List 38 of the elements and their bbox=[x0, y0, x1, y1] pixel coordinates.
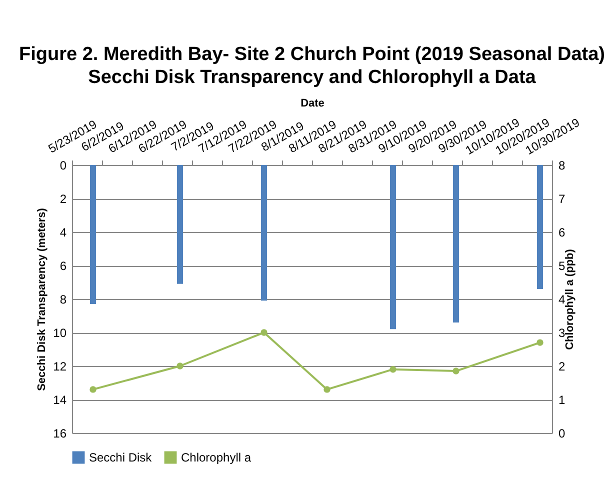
point bbox=[536, 339, 544, 346]
bar bbox=[261, 165, 267, 301]
y2-tick-label: 8 bbox=[558, 158, 566, 172]
bar bbox=[177, 165, 183, 284]
chart-title: Figure 2. Meredith Bay- Site 2 Church Point (2019 Seasonal Data) bbox=[19, 44, 605, 65]
y2-tick-label: 7 bbox=[558, 192, 566, 206]
y2-tick-label: 1 bbox=[558, 393, 566, 407]
point bbox=[90, 386, 96, 393]
y2-tick-label: 3 bbox=[558, 326, 566, 340]
y2-tick-label: 0 bbox=[558, 426, 566, 440]
y-tick-label: 16 bbox=[53, 426, 67, 440]
point bbox=[452, 368, 460, 374]
bar bbox=[537, 165, 543, 289]
bar bbox=[90, 165, 96, 304]
bar bbox=[453, 165, 459, 322]
chart-subtitle: Secchi Disk Transparency and Chlorophyll a Data bbox=[88, 66, 536, 88]
y2-tick-label: 4 bbox=[558, 292, 566, 306]
x-axis-title: Date bbox=[300, 97, 324, 110]
bar bbox=[390, 165, 396, 330]
point bbox=[324, 386, 330, 393]
legend-label: Secchi Disk bbox=[89, 450, 153, 465]
point bbox=[176, 362, 184, 370]
y-tick-label: 12 bbox=[53, 360, 67, 374]
y2-tick-label: 2 bbox=[558, 360, 566, 374]
legend-label: Chlorophyll a bbox=[181, 450, 252, 465]
y-axis-title: Secchi Disk Transparency (meters) bbox=[36, 208, 48, 391]
y2-tick-label: 5 bbox=[558, 259, 566, 273]
point bbox=[260, 329, 268, 336]
y-tick-label: 6 bbox=[60, 259, 67, 273]
y-tick-label: 8 bbox=[60, 292, 67, 306]
y-tick-label: 10 bbox=[53, 326, 67, 340]
y2-axis-title: Chlorophyll a (ppb) bbox=[564, 248, 576, 350]
y-tick-label: 4 bbox=[60, 226, 67, 240]
y-tick-label: 2 bbox=[60, 192, 67, 206]
y-tick-label: 14 bbox=[53, 393, 67, 407]
y2-tick-label: 6 bbox=[558, 226, 566, 240]
y-tick-label: 0 bbox=[60, 158, 67, 172]
point bbox=[390, 366, 396, 373]
